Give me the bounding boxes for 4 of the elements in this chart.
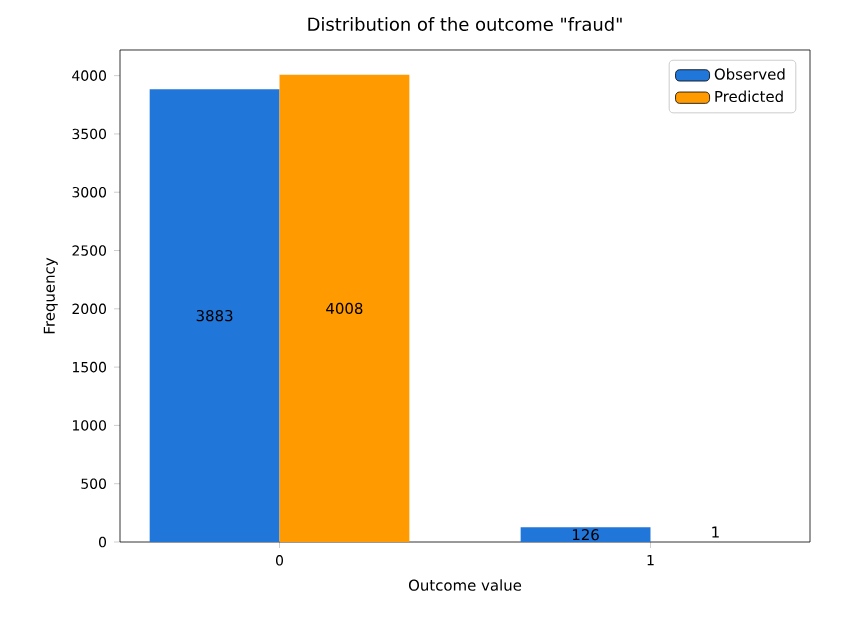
bar — [520, 527, 651, 542]
bar — [279, 74, 410, 542]
chart-title: Distribution of the outcome "fraud" — [308, 17, 622, 31]
bar — [149, 89, 280, 542]
